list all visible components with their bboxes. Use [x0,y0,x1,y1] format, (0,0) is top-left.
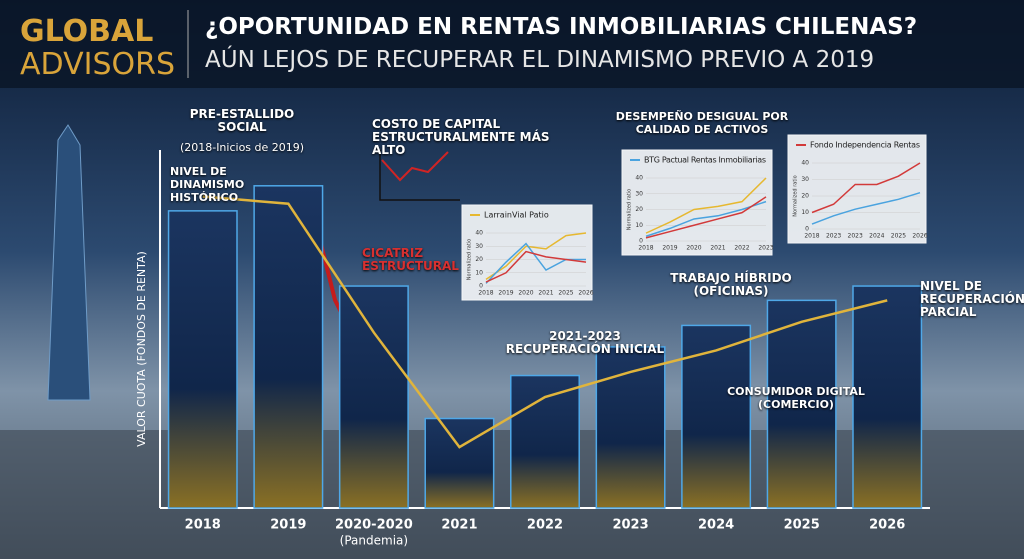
bar [253,185,324,509]
bar [510,374,580,509]
inset-x-tick-label: 2018 [804,233,819,240]
inset-line [485,250,587,283]
inset-y-tick-label: 10 [475,269,483,276]
inset-x-tick-label: 2026 [578,290,593,297]
bar [595,346,666,509]
inset-x-tick-label: 2025 [558,290,573,297]
logo: GLOBAL [20,14,154,49]
bar [167,210,238,509]
inset-panel [621,149,773,256]
x-tick-label: 2025 [784,518,820,533]
x-tick-label: 2026 [869,518,905,533]
inset-y-tick-label: 0 [639,238,643,245]
bar [852,285,923,509]
inset-x-tick-label: 2021 [710,245,725,252]
inset-x-tick-label: 2019 [498,290,513,297]
logo: ADVISORS [20,47,176,82]
inset-x-tick-label: 2023 [848,233,863,240]
header-band [0,0,1024,88]
annotation: NIVEL DE RECUPERACIÓN PARCIAL [920,279,1024,319]
inset-y-tick-label: 20 [635,206,643,213]
inset-y-label: Normalized ratio [467,239,473,280]
inset-y-tick-label: 30 [475,243,483,250]
category-note: (Pandemia) [340,534,408,548]
inset-line [811,162,921,214]
annotation: DESEMPEÑO DESIGUAL POR CALIDAD DE ACTIVO… [615,110,789,136]
subtitle: AÚN LEJOS DE RECUPERAR EL DINAMISMO PREV… [205,47,875,73]
inset-x-tick-label: 2022 [734,245,749,252]
inset-legend-label: LarrainVial Patio [484,211,549,220]
title: ¿OPORTUNIDAD EN RENTAS INMOBILIARIAS CHI… [205,14,918,40]
x-tick-label: 2021 [441,518,477,533]
x-tick-label: 2020-2020 [335,518,413,533]
inset-y-tick-label: 30 [635,190,643,197]
annotation: 2021-2023 RECUPERACIÓN INICIAL [505,329,665,356]
inset-y-tick-label: 20 [475,256,483,263]
annotation: TRABAJO HÍBRIDO (OFICINAS) [670,271,792,298]
inset-x-tick-label: 2019 [662,245,677,252]
annotation: CICATRIZ ESTRUCTURAL [362,246,459,273]
inset-y-tick-label: 20 [801,193,809,200]
inset-y-tick-label: 10 [635,222,643,229]
inset-panel [787,134,927,244]
x-tick-label: 2018 [185,518,221,533]
inset-y-tick-label: 40 [635,175,643,182]
inset-y-tick-label: 0 [805,226,809,233]
inset-x-tick-label: 2023 [758,245,773,252]
inset-legend-label: Fondo Independencia Rentas [810,141,920,150]
inset-y-tick-label: 0 [479,283,483,290]
inset-x-tick-label: 2024 [869,233,884,240]
inset-legend-label: BTG Pactual Rentas Inmobiliarias [644,156,766,165]
cost-arrow [381,151,449,182]
inset-line [811,191,921,225]
inset-x-tick-label: 2020 [686,245,701,252]
inset-line [645,177,767,234]
x-tick-label: 2022 [527,518,563,533]
trend-line [202,195,888,449]
inset-x-tick-label: 2021 [538,290,553,297]
inset-y-tick-label: 40 [475,230,483,237]
annotation: NIVEL DE DINAMISMO HISTÓRICO [170,165,245,204]
inset-y-tick-label: 10 [801,209,809,216]
annotation: COSTO DE CAPITAL ESTRUCTURALMENTE MÁS AL… [372,117,550,157]
tower [47,124,91,401]
x-tick-label: 2019 [270,518,306,533]
inset-x-tick-label: 2023 [826,233,841,240]
inset-line [645,200,767,237]
inset-x-tick-label: 2026 [912,233,927,240]
bar [681,324,752,509]
inset-x-tick-label: 2020 [518,290,533,297]
annotation: PRE-ESTALLIDO SOCIAL [189,107,295,134]
bar [766,299,837,509]
inset-line [485,232,587,281]
inset-x-tick-label: 2018 [478,290,493,297]
inset-x-tick-label: 2025 [891,233,906,240]
annotation: (2018-Inicios de 2019) [179,141,305,154]
cost-axes [379,150,460,201]
inset-y-label: Normalized ratio [793,175,799,216]
bar [338,285,409,509]
inset-y-tick-label: 40 [801,160,809,167]
annotation: CONSUMIDOR DIGITAL (COMERCIO) [727,385,865,411]
inset-line [645,196,767,239]
inset-y-label: Normalized ratio [627,189,633,230]
inset-x-tick-label: 2018 [638,245,653,252]
x-tick-label: 2024 [698,518,734,533]
inset-y-tick-label: 30 [801,176,809,183]
x-tick-label: 2023 [612,518,648,533]
y-axis-label: VALOR CUOTA (FONDOS DE RENTA) [135,251,148,447]
